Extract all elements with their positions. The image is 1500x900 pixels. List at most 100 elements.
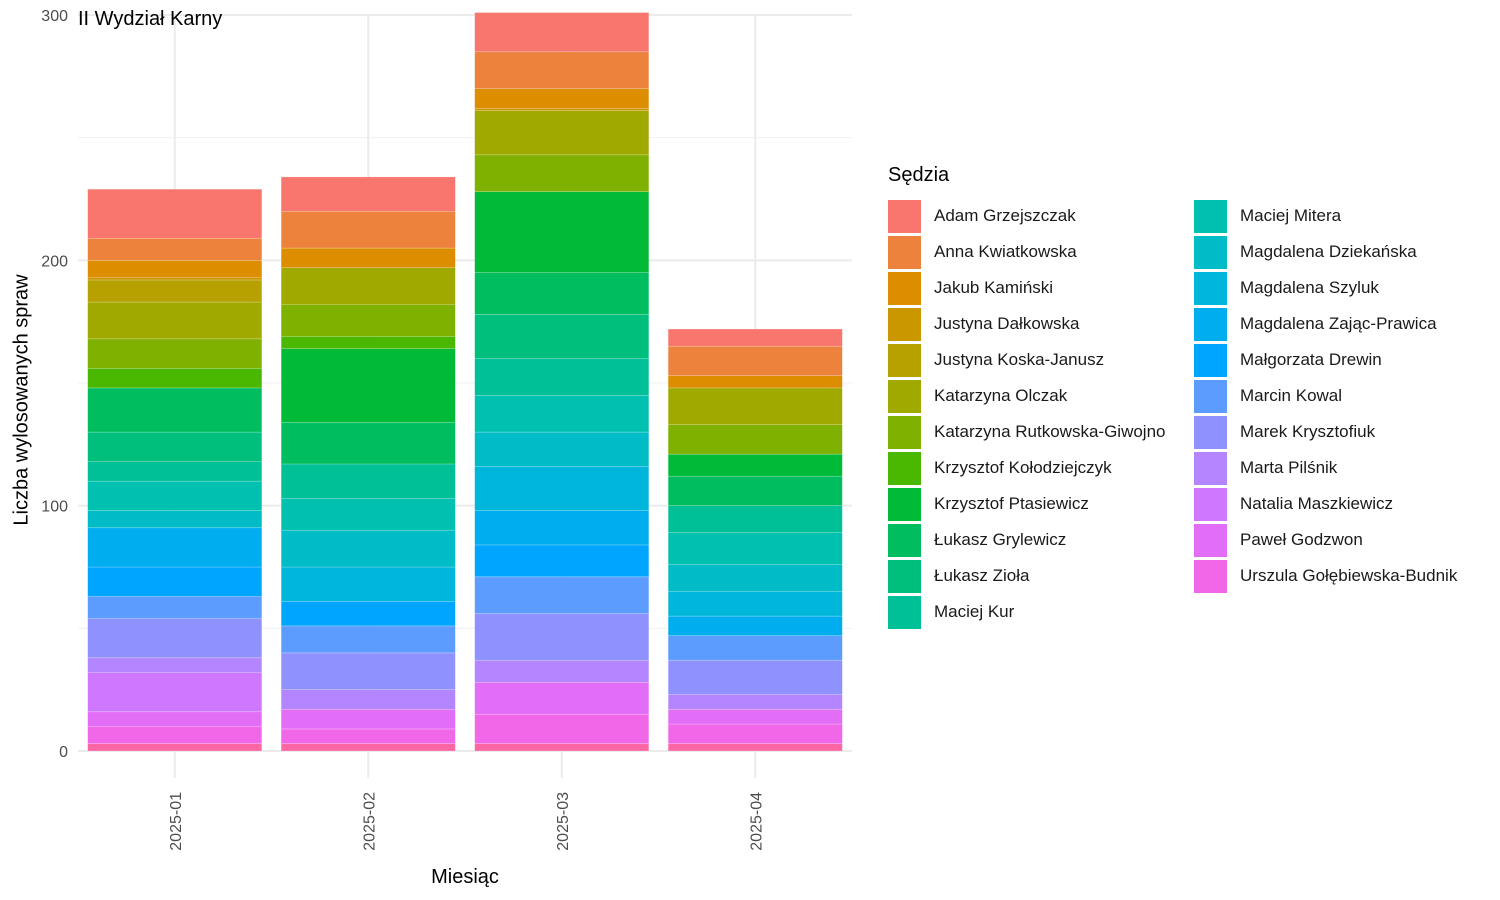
legend-item: Małgorzata Drewin [1194, 342, 1500, 378]
legend-swatch [888, 595, 921, 629]
x-tick-label: 2025-04 [748, 792, 765, 851]
bar-segment [667, 505, 843, 533]
bar-segment [667, 387, 843, 426]
legend-item: Krzysztof Kołodziejczyk [888, 450, 1194, 486]
bar-segment [667, 635, 843, 661]
legend-item: Marta Pilśnik [1194, 450, 1500, 486]
legend-column: Adam Grzejszczak Anna Kwiatkowska Jakub Ka… [888, 198, 1194, 630]
legend-label: Marek Krysztofiuk [1240, 422, 1376, 441]
x-axis-title: Miesiąc [431, 866, 499, 888]
bar-segment [667, 743, 843, 752]
bar-segment [87, 367, 263, 389]
bar-segment [474, 314, 650, 359]
bar-segment [280, 210, 456, 249]
bar-segment [667, 709, 843, 725]
legend-label: Maciej Kur [934, 602, 1015, 621]
bar-segment [474, 154, 650, 192]
bar-segment [474, 466, 650, 511]
bar-segment [474, 88, 650, 109]
legend-swatch [888, 523, 921, 557]
bar-segment [667, 591, 843, 617]
legend-swatch [888, 379, 921, 413]
bar-segment [87, 188, 263, 239]
bar-segment [280, 728, 456, 744]
bar-segment [87, 711, 263, 727]
x-tick-label: 2025-03 [555, 792, 572, 851]
bar-segment [667, 475, 843, 506]
bar-stack-2025-03 [474, 12, 650, 752]
legend-swatch [1194, 487, 1227, 521]
x-tick-label: 2025-02 [361, 792, 378, 851]
bar-segment [474, 576, 650, 614]
bar-segment [474, 51, 650, 89]
legend-label: Jakub Kamiński [934, 278, 1054, 297]
bar-segment [280, 421, 456, 465]
bar-stack-2025-04 [667, 328, 843, 752]
bar-segment [87, 301, 263, 340]
legend-swatch [888, 235, 921, 269]
legend-label: Marta Pilśnik [1240, 458, 1338, 477]
bar-segment [280, 463, 456, 499]
bar-segment [87, 566, 263, 597]
legend-item: Anna Kwiatkowska [888, 234, 1194, 270]
legend-label: Marcin Kowal [1240, 386, 1343, 405]
bar-segment [280, 336, 456, 349]
legend-swatch [888, 487, 921, 521]
bar-segment [87, 480, 263, 511]
legend-label: Paweł Godzwon [1240, 530, 1363, 549]
legend-swatch [1194, 451, 1227, 485]
bar-segment [667, 659, 843, 695]
bar-segment [474, 110, 650, 156]
bar-segment [87, 510, 263, 529]
bar-segment [667, 424, 843, 455]
legend-label: Magdalena Dziekańska [1240, 242, 1417, 261]
bar-segment [667, 453, 843, 477]
bar-segment [87, 726, 263, 744]
legend-label: Justyna Koska-Janusz [934, 350, 1105, 369]
bar-segment [87, 527, 263, 568]
bar-segment [474, 659, 650, 683]
legend-item: Marcin Kowal [1194, 378, 1500, 414]
legend-swatch [888, 271, 921, 305]
legend-item: Natalia Maszkiewicz [1194, 486, 1500, 522]
y-tick-labels: 0 100 200 300 [41, 8, 68, 761]
bar-segment [474, 713, 650, 744]
y-tick-label: 100 [41, 499, 68, 516]
y-axis-title: Liczba wylosowanych spraw [10, 274, 33, 526]
bar-segment [474, 431, 650, 467]
bar-segment [667, 345, 843, 376]
bar-segment [87, 260, 263, 278]
bar-segment [280, 247, 456, 268]
legend-swatch [1194, 343, 1227, 377]
legend-label: Małgorzata Drewin [1240, 350, 1382, 369]
legend-item: Urszula Gołębiewska-Budnik [1194, 558, 1500, 594]
legend-label: Adam Grzejszczak [934, 206, 1076, 225]
legend-item: Paweł Godzwon [1194, 522, 1500, 558]
bar-segment [667, 328, 843, 347]
bar-segment [87, 237, 263, 261]
bar-segment [87, 672, 263, 713]
legend-item: Magdalena Dziekańska [1194, 234, 1500, 270]
legend-item: Krzysztof Ptasiewicz [888, 486, 1194, 522]
legend-label: Krzysztof Ptasiewicz [934, 494, 1089, 513]
legend-swatch [888, 199, 921, 233]
y-tick-label: 200 [41, 253, 68, 270]
legend-swatch [888, 307, 921, 341]
bar-segment [87, 279, 263, 303]
bar-segment [474, 272, 650, 315]
chart-title: II Wydział Karny [78, 8, 223, 30]
legend-label: Magdalena Szyluk [1240, 278, 1379, 297]
bar-segment [280, 304, 456, 337]
bar-segment [474, 510, 650, 546]
bar-segment [280, 498, 456, 531]
legend-swatch [1194, 379, 1227, 413]
legend-label: Justyna Dałkowska [934, 314, 1080, 333]
bar-segment [280, 652, 456, 690]
legend-label: Krzysztof Kołodziejczyk [934, 458, 1112, 477]
legend-swatch [1194, 307, 1227, 341]
legend-swatch [1194, 415, 1227, 449]
legend-item: Justyna Koska-Janusz [888, 342, 1194, 378]
legend-swatch [1194, 235, 1227, 269]
legend-label: Katarzyna Olczak [934, 386, 1068, 405]
bars [87, 12, 843, 752]
